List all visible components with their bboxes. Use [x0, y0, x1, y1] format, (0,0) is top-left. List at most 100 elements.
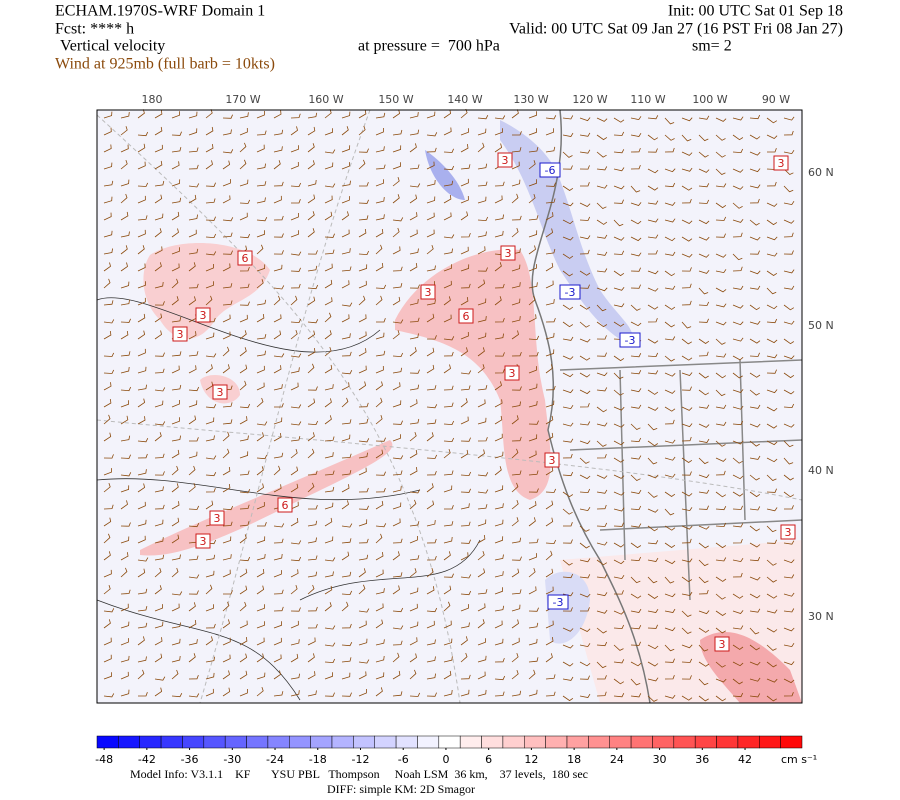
wind-barb	[749, 576, 761, 581]
wind-barb	[409, 621, 419, 629]
wind-barb	[596, 219, 608, 225]
wind-barb	[443, 585, 452, 595]
wind-barb	[426, 483, 434, 493]
wind-barb	[273, 433, 282, 442]
wind-barb	[324, 672, 333, 680]
wind-barb	[698, 219, 710, 225]
wind-barb	[120, 500, 128, 510]
wind-barb	[120, 589, 131, 595]
wind-barb	[324, 585, 333, 595]
wind-barb	[579, 355, 591, 361]
wind-barb	[545, 517, 554, 527]
wind-barb	[783, 250, 794, 255]
wind-barb	[222, 195, 231, 204]
wind-barb	[205, 435, 215, 442]
wind-barb	[256, 382, 265, 391]
wind-barb	[647, 318, 658, 323]
wind-barb	[630, 423, 641, 430]
wind-barb	[409, 384, 420, 391]
wind-barb	[664, 508, 675, 516]
wind-barb	[358, 199, 369, 204]
wind-barb	[783, 149, 795, 155]
wind-barb	[324, 536, 334, 544]
colorbar-cell	[524, 735, 546, 749]
wind-barb	[477, 231, 487, 238]
wind-barb	[749, 593, 761, 599]
wind-barb	[613, 693, 625, 698]
wind-barb	[596, 691, 607, 697]
wind-barb	[596, 287, 608, 292]
wind-barb	[511, 482, 519, 493]
wind-barb	[647, 338, 659, 344]
wind-barb	[205, 233, 217, 239]
wind-barb	[715, 457, 727, 462]
wind-barb	[103, 144, 112, 153]
wind-barb	[205, 554, 216, 561]
wind-barb	[324, 211, 333, 221]
wind-barb	[596, 641, 608, 647]
wind-barb	[664, 182, 676, 188]
wind-barb	[749, 304, 761, 311]
wind-barb	[477, 332, 487, 340]
wind-barb	[103, 180, 114, 187]
wind-barb	[749, 608, 761, 613]
wind-barb	[647, 644, 659, 650]
wind-barb	[545, 115, 557, 120]
wind-barb	[443, 638, 453, 646]
wind-barb	[409, 669, 417, 680]
colorbar-cell	[716, 735, 739, 749]
wind-barb	[545, 349, 555, 357]
colorbar-tick-label: 0	[442, 753, 449, 766]
wind-barb	[545, 212, 554, 221]
wind-barb	[256, 637, 265, 646]
wind-barb	[375, 214, 385, 221]
wind-barb	[460, 297, 469, 306]
wind-barb	[222, 431, 230, 442]
wind-barb	[256, 483, 264, 493]
wind-barb	[460, 552, 469, 561]
wind-barb	[273, 654, 282, 663]
wind-barb	[103, 127, 112, 136]
wind-barb	[137, 606, 148, 612]
wind-barb	[358, 452, 368, 459]
colorbar-tick-label: -36	[181, 753, 199, 766]
wind-barb	[562, 132, 574, 137]
wind-barb	[341, 180, 351, 187]
wind-barb	[443, 437, 455, 443]
wind-barb	[103, 414, 111, 425]
wind-barb	[376, 318, 386, 323]
wind-barb	[664, 542, 676, 548]
wind-barb	[562, 573, 574, 579]
wind-barb	[749, 270, 761, 275]
colorbar-tick-label: -30	[223, 753, 241, 766]
wind-barb	[103, 637, 112, 646]
wind-barb	[239, 416, 248, 425]
wind-barb	[460, 246, 469, 255]
contour-label-box	[172, 326, 188, 342]
wind-barb	[324, 346, 332, 357]
forecast-hour: Fcst: **** h	[55, 21, 134, 38]
wind-barb	[171, 693, 183, 698]
wind-barb	[392, 145, 402, 153]
wind-barb	[341, 314, 350, 323]
wind-barb	[307, 470, 318, 476]
pressure-level: at pressure = 700 hPa	[358, 38, 500, 55]
wind-barb	[358, 228, 367, 238]
wind-barb	[188, 523, 200, 528]
wind-barb	[324, 557, 336, 562]
wind-barb	[511, 448, 519, 459]
wind-barb	[392, 246, 401, 255]
wind-barb	[766, 661, 777, 668]
wind-barb	[681, 525, 693, 530]
wind-barb	[579, 304, 591, 310]
wind-barb	[580, 607, 590, 612]
wind-barb	[222, 114, 233, 119]
wind-barb	[154, 432, 162, 442]
longitude-label: 90 W	[762, 93, 790, 106]
wind-barb	[324, 195, 333, 204]
latitude-label: 50 N	[808, 319, 834, 332]
wind-barb	[511, 109, 519, 119]
wind-barb	[511, 568, 520, 578]
wind-barb	[528, 501, 537, 510]
contour-label: -3	[553, 596, 564, 609]
